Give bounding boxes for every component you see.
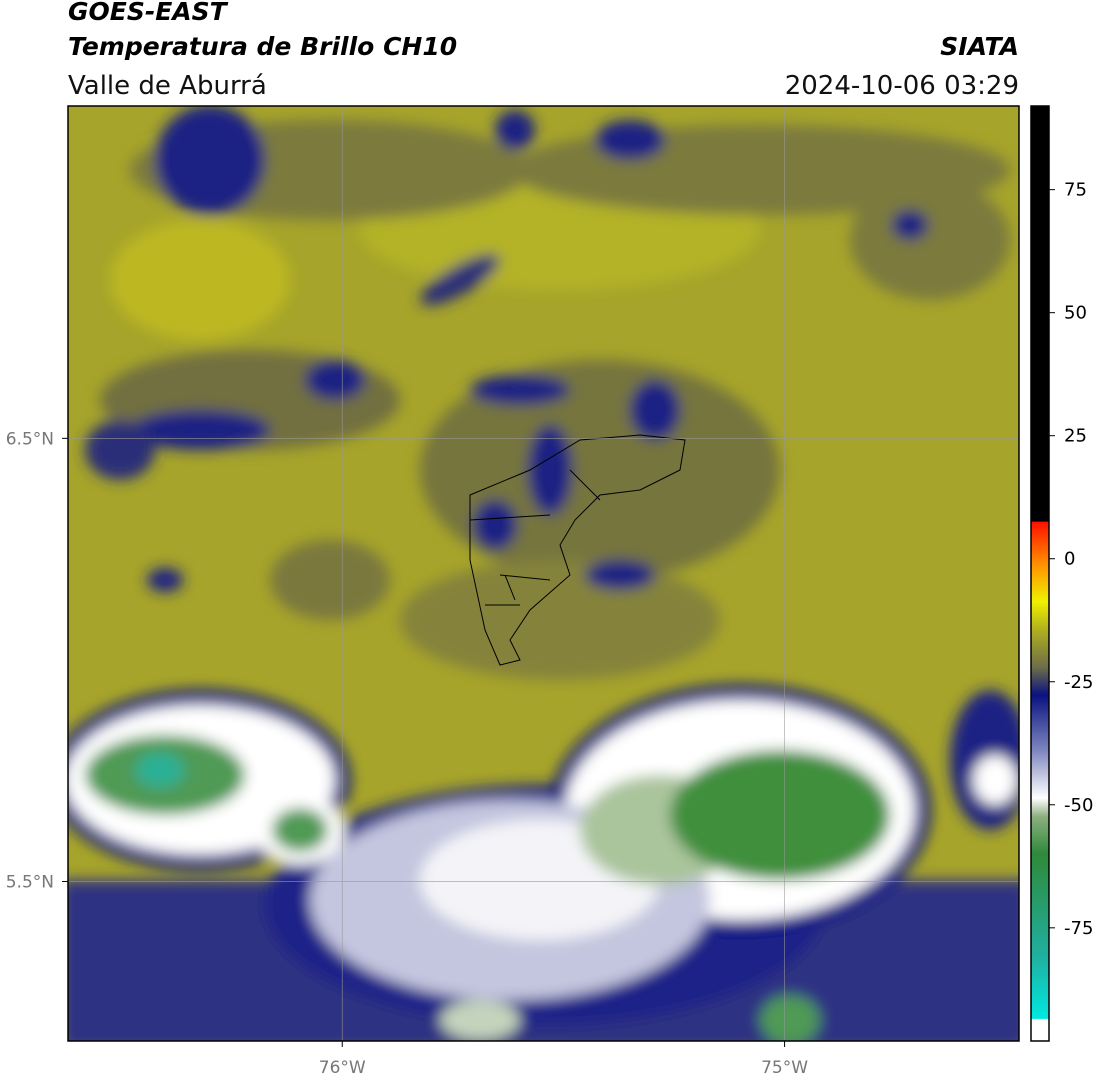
graticule — [68, 106, 1019, 1041]
colorbar-tick-label: 75 — [1064, 180, 1087, 201]
subtitle: Temperatura de Brillo CH10 — [68, 32, 457, 61]
municipality-boundaries — [469, 434, 686, 666]
map-frame — [67, 105, 1020, 1042]
source: SIATA — [940, 32, 1019, 61]
title: GOES-EAST — [68, 0, 229, 26]
colorbar-tick-label: 50 — [1064, 303, 1087, 324]
colorbar-tick-label: 0 — [1064, 549, 1075, 570]
colorbar — [1030, 105, 1050, 1042]
satellite-image — [68, 106, 1019, 1041]
x-tick-label: 75°W — [761, 1058, 808, 1078]
colorbar-tick-label: -25 — [1064, 672, 1093, 693]
colorbar-tick-label: -50 — [1064, 795, 1093, 816]
colorbar-tick-label: 25 — [1064, 426, 1087, 447]
region: Valle de Aburrá — [68, 71, 267, 101]
datetime: 2024-10-06 03:29 — [785, 71, 1019, 101]
x-tick-label: 76°W — [319, 1058, 366, 1078]
y-tick-label: 6.5°N — [6, 429, 54, 449]
y-tick-label: 5.5°N — [6, 872, 54, 892]
colorbar-tick-label: -75 — [1064, 918, 1093, 939]
